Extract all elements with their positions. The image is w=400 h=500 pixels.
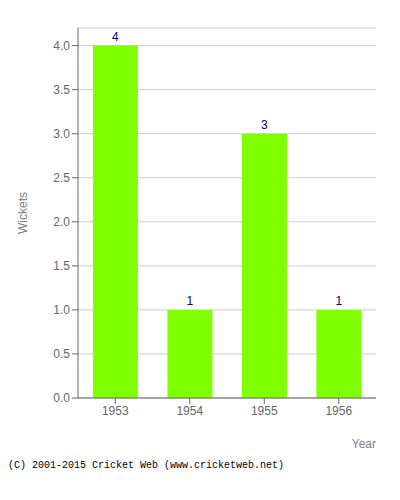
svg-text:0.5: 0.5 [53, 347, 70, 361]
svg-text:1955: 1955 [251, 404, 278, 418]
svg-text:Wickets: Wickets [16, 192, 30, 234]
svg-text:4: 4 [112, 30, 119, 44]
svg-text:2.0: 2.0 [53, 215, 70, 229]
svg-text:1956: 1956 [325, 404, 352, 418]
svg-text:1: 1 [336, 294, 343, 308]
svg-text:0.0: 0.0 [53, 391, 70, 405]
svg-text:3.5: 3.5 [53, 83, 70, 97]
svg-text:1.0: 1.0 [53, 303, 70, 317]
svg-text:1953: 1953 [102, 404, 129, 418]
svg-text:1954: 1954 [176, 404, 203, 418]
svg-text:3: 3 [261, 118, 268, 132]
svg-text:1: 1 [187, 294, 194, 308]
svg-text:1.5: 1.5 [53, 259, 70, 273]
html-text:(C) 2001-2015 Cricket Web (www: (C) 2001-2015 Cricket Web (www.cricketwe… [8, 460, 284, 471]
svg-text:3.0: 3.0 [53, 127, 70, 141]
svg-text:2.5: 2.5 [53, 171, 70, 185]
svg-text:4.0: 4.0 [53, 39, 70, 53]
svg-text:Year: Year [352, 437, 376, 451]
